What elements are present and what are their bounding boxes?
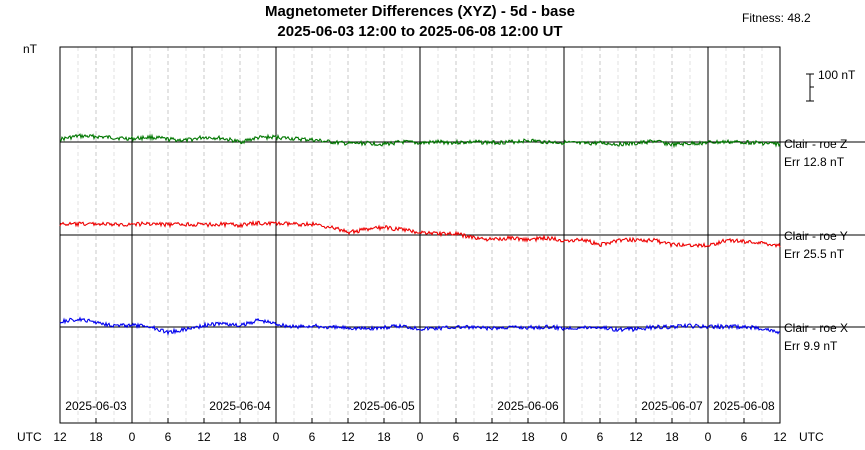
- hour-tick-label: 18: [89, 430, 103, 444]
- hour-tick-label: 0: [561, 430, 568, 444]
- day-label: 2025-06-05: [353, 399, 415, 413]
- series-error-y: Err 25.5 nT: [784, 247, 845, 261]
- fitness-label: Fitness: 48.2: [742, 11, 811, 25]
- hour-tick-label: 12: [197, 430, 211, 444]
- series-layer: [59, 133, 781, 336]
- series-labels: Clair - roe Z Err 12.8 nT Clair - roe Y …: [784, 137, 848, 353]
- day-label: 2025-06-08: [713, 399, 775, 413]
- series-label-z: Clair - roe Z: [784, 137, 847, 151]
- hour-tick-label: 18: [377, 430, 391, 444]
- series-line: [59, 316, 781, 336]
- day-label: 2025-06-07: [641, 399, 703, 413]
- day-labels: 2025-06-03 2025-06-04 2025-06-05 2025-06-06…: [65, 399, 775, 413]
- hour-tick-label: 6: [597, 430, 604, 444]
- x-axis-unit-left: UTC: [17, 430, 42, 444]
- hour-tick-label: 0: [417, 430, 424, 444]
- x-axis-unit-right: UTC: [799, 430, 824, 444]
- hour-tick-label: 6: [453, 430, 460, 444]
- day-label: 2025-06-06: [497, 399, 559, 413]
- hour-tick-label: 6: [309, 430, 316, 444]
- hour-tick-label: 12: [485, 430, 499, 444]
- series-label-y: Clair - roe Y: [784, 229, 848, 243]
- hour-tick-label: 18: [665, 430, 679, 444]
- series-error-z: Err 12.8 nT: [784, 155, 845, 169]
- hour-tick-label: 18: [521, 430, 535, 444]
- hour-tick-label: 0: [273, 430, 280, 444]
- scale-bar: 100 nT: [806, 68, 856, 102]
- series-error-x: Err 9.9 nT: [784, 339, 838, 353]
- scale-bar-label: 100 nT: [818, 68, 856, 82]
- hour-tick-label: 6: [165, 430, 172, 444]
- series-label-x: Clair - roe X: [784, 321, 848, 335]
- hour-tick-label: 12: [53, 430, 67, 444]
- hour-tick-label: 0: [129, 430, 136, 444]
- hour-tick-label: 12: [629, 430, 643, 444]
- hour-tick-label: 18: [233, 430, 247, 444]
- day-label: 2025-06-03: [65, 399, 127, 413]
- chart-title: Magnetometer Differences (XYZ) - 5d - ba…: [265, 3, 575, 20]
- plot-frame: [59, 46, 781, 424]
- hour-tick-label: 12: [341, 430, 355, 444]
- day-label: 2025-06-04: [209, 399, 271, 413]
- hour-tick-label: 12: [773, 430, 787, 444]
- hour-tick-label: 0: [705, 430, 712, 444]
- y-axis-unit-label: nT: [23, 42, 38, 56]
- hour-tick-label: 6: [741, 430, 748, 444]
- series-line: [59, 133, 781, 149]
- chart-subtitle: 2025-06-03 12:00 to 2025-06-08 12:00 UT: [277, 23, 562, 40]
- series-line: [59, 219, 781, 249]
- hour-tick-labels: 12 18 0 6 12 18 0 6 12 18 0 6 12 18 0 6 12 18 0 6 12: [53, 430, 787, 444]
